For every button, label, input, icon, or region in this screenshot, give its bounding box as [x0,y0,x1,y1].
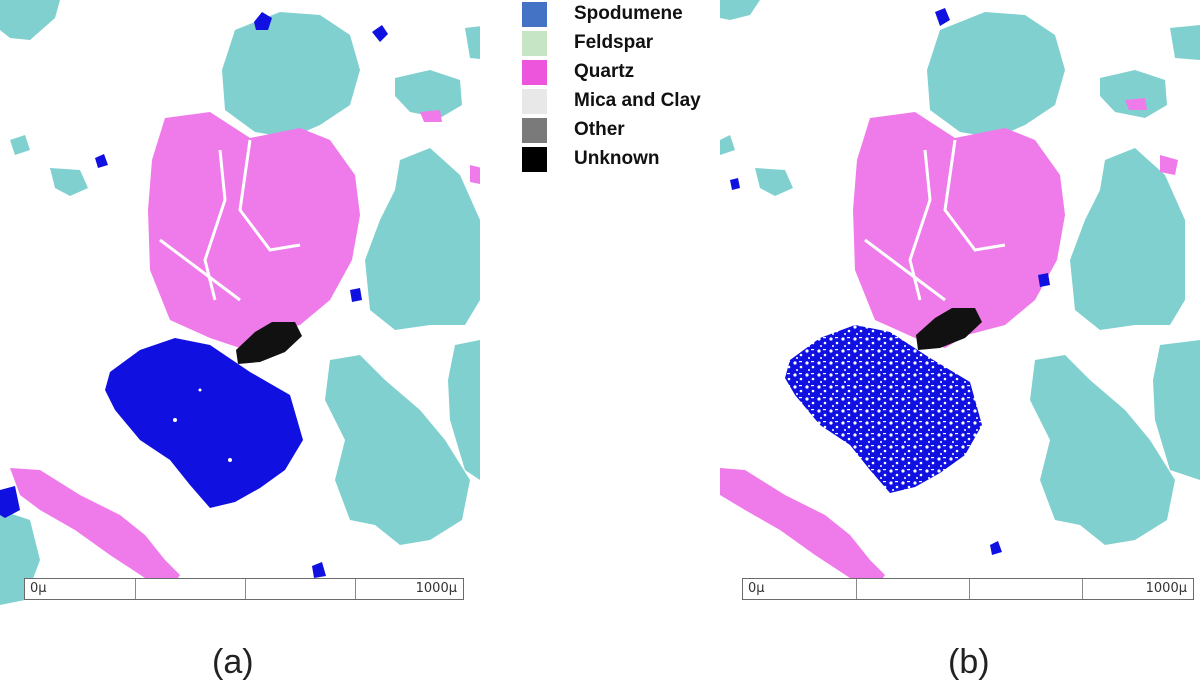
feldspar-grain-top [222,12,360,138]
legend-item: Quartz [522,58,712,87]
quartz-crack-2 [864,238,946,302]
legend-item: Unknown [522,145,712,174]
legend-swatch [522,89,547,114]
unknown-grain [916,308,982,350]
legend-label: Unknown [574,148,660,169]
scale-end-label: 1000µ [1145,581,1187,596]
scale-bar-b: 0µ 1000µ [742,578,1194,600]
mineral-map-a [0,0,480,605]
feldspar-grain-small-left [50,168,88,196]
scale-end-label: 1000µ [415,581,457,596]
feldspar-grain-top-left [720,0,760,20]
quartz-crack-1 [203,149,227,301]
feldspar-grain-small-right [395,70,462,118]
quartz-grain-bottom-left [10,468,180,582]
legend-swatch [522,118,547,143]
quartz-grain-bottom-left [720,468,885,582]
legend: Spodumene Feldspar Quartz Mica and Clay Othe… [522,0,712,174]
legend-label: Mica and Clay [574,90,701,111]
legend-item: Other [522,116,712,145]
legend-label: Feldspar [574,32,654,53]
feldspar-grain-lower-right [325,355,470,545]
spodumene-grain-top-right [372,25,388,42]
mineral-map-panel-b: 0µ 1000µ [720,0,1200,610]
legend-item: Feldspar [522,29,712,58]
spodumene-pore [198,388,202,392]
legend-swatch [522,2,547,27]
legend-item: Mica and Clay [522,87,712,116]
spodumene-grain-mid [1038,273,1050,287]
caption-panel-a: (a) [212,643,254,681]
quartz-grain-small-right [470,165,480,184]
scale-tick [1082,579,1083,599]
mineral-map-b [720,0,1200,582]
spodumene-grain-large-solid [105,338,303,508]
scale-start-label: 0µ [748,581,765,596]
feldspar-grain-top [927,12,1065,138]
scale-tick [135,579,136,599]
feldspar-grain-top-left [0,0,60,40]
feldspar-grain-small-left [755,168,793,196]
spodumene-grain-edge [0,486,20,518]
quartz-crack-2 [159,238,241,302]
feldspar-grain-right-edge [448,340,480,480]
spodumene-grain-large-speckled [785,325,982,493]
caption-panel-b: (b) [948,643,990,681]
quartz-crack-3 [238,139,301,252]
mineral-map-panel-a: 0µ 1000µ [0,0,480,610]
unknown-grain [236,322,302,364]
legend-swatch [522,31,547,56]
quartz-grain-small-right [1160,155,1178,175]
legend-label: Other [574,119,625,140]
spodumene-grain-top [254,12,272,30]
spodumene-grain-bottom [312,562,326,578]
legend-swatch [522,60,547,85]
feldspar-grain-small-topright [465,26,480,59]
feldspar-grain-small-topright [1170,25,1200,60]
feldspar-grain-small-right [1100,70,1167,118]
scale-tick [969,579,970,599]
feldspar-grain-lower-right [1030,355,1175,545]
feldspar-grain-right-large [365,148,480,330]
spodumene-grain-bottom [990,541,1002,555]
scale-bar-a: 0µ 1000µ [24,578,464,600]
spodumene-grain-top [935,8,950,26]
spodumene-grain-left [95,154,108,168]
legend-label: Quartz [574,61,635,82]
feldspar-grain-mid-left [10,135,30,155]
spodumene-grain-left [730,178,740,190]
quartz-grain-tiny [420,110,442,122]
spodumene-pore [228,458,232,462]
legend-label: Spodumene [574,3,683,24]
legend-item: Spodumene [522,0,712,29]
scale-tick [856,579,857,599]
scale-tick [355,579,356,599]
scale-tick [245,579,246,599]
spodumene-grain-mid [350,288,362,302]
feldspar-grain-right-edge [1153,340,1200,480]
feldspar-grain-right-large [1070,148,1185,330]
feldspar-grain-mid-left [720,135,735,155]
scale-start-label: 0µ [30,581,47,596]
legend-swatch [522,147,547,172]
spodumene-pore [173,418,177,422]
quartz-crack-1 [908,149,932,301]
quartz-grain-tiny [1125,98,1147,110]
quartz-crack-3 [943,139,1006,252]
